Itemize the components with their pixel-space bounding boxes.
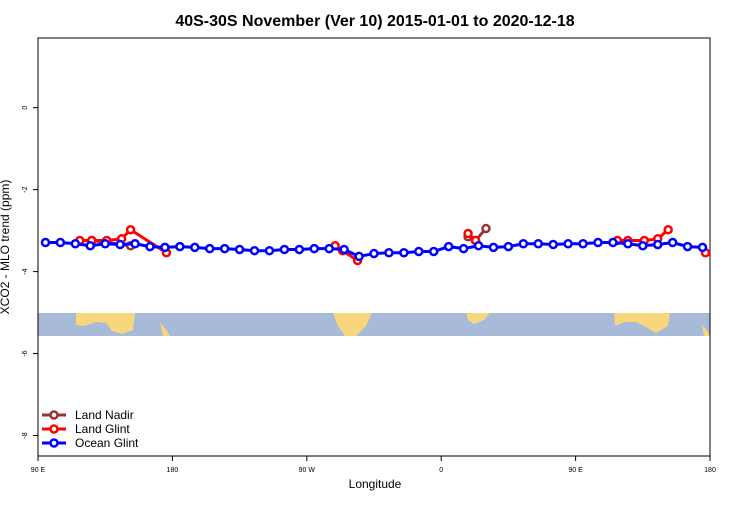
point: [279, 244, 290, 255]
point: [428, 246, 439, 257]
point: [488, 242, 499, 253]
point: [369, 248, 379, 259]
x-tick-label: 90 E: [568, 467, 583, 474]
point: [608, 237, 618, 248]
y-axis-label: XCO2 - MLO trend (ppm): [0, 180, 12, 315]
ocean: [38, 313, 710, 336]
y-tick-label: -4: [22, 268, 29, 274]
point: [190, 242, 200, 253]
point: [100, 238, 110, 249]
legend-label: Land Glint: [75, 422, 130, 436]
point: [473, 241, 484, 251]
point: [219, 243, 230, 254]
point: [623, 238, 633, 249]
land: [466, 313, 490, 324]
point: [563, 238, 573, 249]
point: [384, 247, 394, 258]
legend-label: Ocean Glint: [75, 436, 139, 450]
point: [638, 241, 648, 251]
map-strip: [38, 313, 710, 336]
point: [697, 242, 708, 253]
point: [667, 237, 678, 248]
point: [125, 225, 136, 235]
legend-label: Land Nadir: [75, 408, 134, 422]
x-tick-label: 90 E: [31, 467, 46, 474]
point: [652, 239, 663, 250]
point: [294, 244, 305, 255]
x-tick-label: 180: [167, 467, 179, 474]
point: [399, 247, 409, 258]
point: [85, 241, 96, 251]
point: [414, 246, 424, 257]
point: [443, 241, 454, 252]
x-tick-label: 180: [704, 467, 716, 474]
plot-frame: [37, 37, 711, 457]
point: [518, 238, 529, 249]
land: [160, 322, 170, 336]
x-axis-label: Longitude: [349, 477, 402, 491]
point: [339, 244, 349, 255]
point: [70, 238, 81, 249]
land: [702, 324, 710, 336]
point: [264, 245, 275, 256]
point: [503, 241, 514, 252]
point: [55, 237, 66, 248]
point: [130, 238, 140, 249]
y-tick-label: -6: [22, 350, 29, 356]
y-tick-label: 0: [22, 106, 29, 110]
point: [548, 239, 558, 250]
y-tick-label: -2: [22, 186, 29, 192]
land: [614, 313, 670, 333]
legend-marker: [49, 410, 59, 420]
chart-title: 40S-30S November (Ver 10) 2015-01-01 to …: [175, 13, 574, 30]
point: [458, 243, 469, 254]
point: [354, 251, 364, 262]
point: [481, 223, 491, 234]
land: [333, 313, 372, 336]
legend-marker: [49, 438, 59, 448]
point: [578, 238, 588, 249]
point: [663, 225, 673, 235]
point: [204, 243, 215, 254]
point: [145, 241, 155, 252]
point: [40, 237, 51, 248]
x-tick-label: 0: [439, 467, 443, 474]
point: [593, 237, 603, 248]
y-tick-label: -8: [22, 432, 29, 438]
land: [76, 313, 135, 334]
point: [309, 243, 320, 254]
point: [249, 245, 260, 256]
point: [324, 243, 334, 254]
legend-marker: [49, 424, 59, 434]
point: [682, 241, 693, 252]
point: [533, 238, 544, 249]
x-tick-label: 90 W: [299, 467, 316, 474]
point: [463, 228, 473, 239]
point: [234, 244, 245, 255]
point: [115, 239, 125, 250]
point: [160, 242, 170, 253]
point: [175, 241, 185, 252]
